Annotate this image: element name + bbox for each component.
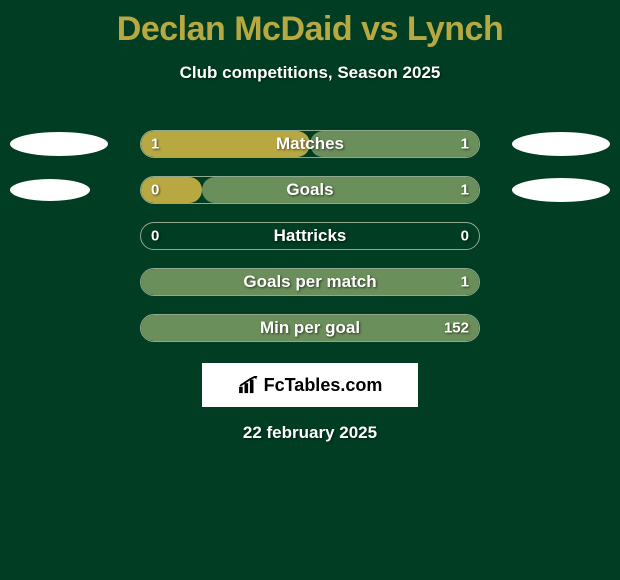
bar-value-left: 1 [151, 136, 159, 153]
bar-value-left: 0 [151, 228, 159, 245]
bar-label: Goals [286, 180, 333, 200]
bar-value-right: 0 [461, 228, 469, 245]
bar-value-left: 0 [151, 182, 159, 199]
chart-icon [238, 376, 260, 394]
comparison-chart: 1 1 Matches 0 1 Goals 0 0 Hattricks 1 Goals per ma… [0, 121, 620, 351]
bar-value-right: 152 [444, 320, 469, 337]
bar-track: 0 1 Goals [140, 176, 480, 204]
stat-row: 0 1 Goals [0, 167, 620, 213]
page-subtitle: Club competitions, Season 2025 [0, 63, 620, 83]
stat-row: 1 Goals per match [0, 259, 620, 305]
bar-value-right: 1 [461, 274, 469, 291]
bar-track: 1 Goals per match [140, 268, 480, 296]
bar-track: 1 1 Matches [140, 130, 480, 158]
ellipse-right [512, 132, 610, 156]
bar-label: Goals per match [243, 272, 376, 292]
page-title: Declan McDaid vs Lynch [0, 0, 620, 49]
bar-value-right: 1 [461, 136, 469, 153]
ellipse-left [10, 179, 90, 201]
bar-fill-right [202, 177, 479, 203]
bar-label: Hattricks [274, 226, 347, 246]
ellipse-right [512, 178, 610, 202]
bar-track: 0 0 Hattricks [140, 222, 480, 250]
ellipse-left [10, 132, 108, 156]
bar-track: 152 Min per goal [140, 314, 480, 342]
logo-text: FcTables.com [264, 375, 383, 396]
date-line: 22 february 2025 [0, 423, 620, 443]
bar-value-right: 1 [461, 182, 469, 199]
logo-box: FcTables.com [202, 363, 418, 407]
stat-row: 152 Min per goal [0, 305, 620, 351]
stat-row: 1 1 Matches [0, 121, 620, 167]
bar-label: Min per goal [260, 318, 360, 338]
bar-label: Matches [276, 134, 344, 154]
stat-row: 0 0 Hattricks [0, 213, 620, 259]
